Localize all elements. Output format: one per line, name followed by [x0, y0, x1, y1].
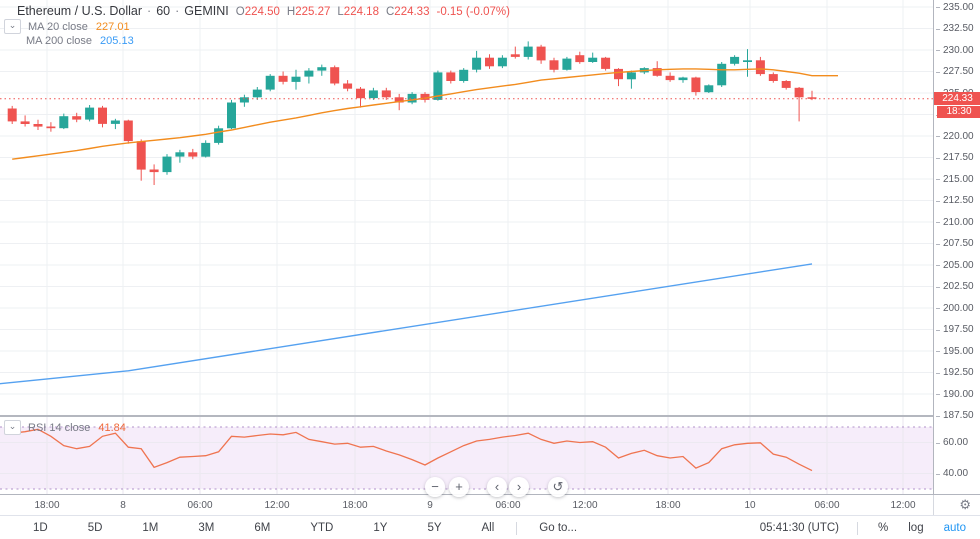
range-buttons: 1D 5D 1M 3M 6M YTD 1Y 5Y All	[0, 522, 494, 534]
log-scale-button[interactable]: log	[908, 522, 924, 534]
price-tick-label: 192.50	[936, 367, 974, 378]
time-tick-label: 12:00	[264, 500, 290, 511]
goto-button[interactable]: Go to...	[539, 522, 578, 534]
time-tick-label: 8	[120, 500, 126, 511]
ohlc-high: H225.27	[286, 6, 331, 18]
ma20-legend-row[interactable]: ⌄ MA 20 close 227.01	[4, 19, 130, 34]
price-tick-label: 197.50	[936, 324, 974, 335]
rsi-value: 41.84	[98, 421, 126, 434]
price-tick-label: 220.00	[936, 130, 974, 142]
exchange-label[interactable]: GEMINI	[184, 4, 229, 18]
ohlc-open: O224.50	[235, 6, 280, 18]
axis-corner-divider	[933, 495, 934, 516]
bar-countdown-label: 18:30	[937, 106, 980, 118]
price-tick-label: 210.00	[936, 216, 974, 228]
time-tick-label: 9	[427, 500, 433, 511]
price-tick-label: 217.50	[936, 152, 974, 163]
time-tick-label: 06:00	[814, 500, 840, 511]
pan-left-button[interactable]: ‹	[487, 477, 507, 497]
auto-scale-button[interactable]: auto	[943, 522, 966, 534]
last-price-label: 224.33	[934, 92, 980, 105]
zoom-out-button[interactable]: −	[425, 477, 445, 497]
time-tick-label: 12:00	[572, 500, 598, 511]
toolbar-divider	[516, 521, 518, 535]
chevron-down-icon[interactable]: ⌄	[4, 420, 21, 435]
price-tick-label: 227.50	[936, 66, 974, 77]
price-tick-label: 215.00	[936, 173, 974, 185]
toolbar-divider	[857, 521, 859, 535]
time-tick-label: 18:00	[34, 500, 60, 511]
price-tick-label: 230.00	[936, 44, 974, 56]
price-tick-label: 195.00	[936, 345, 974, 357]
range-button-5d[interactable]: 5D	[87, 522, 103, 534]
rsi-legend-row[interactable]: ⌄ RSI 14 close 41.84	[4, 420, 126, 435]
time-tick-label: 06:00	[495, 500, 521, 511]
price-axis[interactable]: 40.00 60.00 187.50 190.00 192.50 195.00 197.50…	[933, 0, 980, 494]
ma200-legend-row[interactable]: MA 200 close 205.13	[26, 35, 134, 47]
price-change: -0.15 (-0.07%)	[436, 6, 510, 18]
ohlc-close: C224.33	[385, 6, 430, 18]
price-tick-label: 235.00	[936, 1, 974, 13]
time-tick-label: 18:00	[342, 500, 368, 511]
rsi-pane[interactable]	[0, 417, 933, 494]
price-tick-label: 205.00	[936, 259, 974, 271]
price-tick-label: 190.00	[936, 388, 974, 400]
zoom-in-button[interactable]: +	[449, 477, 469, 497]
ma20-value: 227.01	[95, 20, 130, 33]
toolbar-right: 05:41:30 (UTC) % log auto	[759, 521, 980, 535]
price-tick-label: 187.50	[936, 410, 974, 421]
range-button-1m[interactable]: 1M	[142, 522, 159, 534]
symbol-legend[interactable]: Ethereum / U.S. Dollar · 60 · GEMINI O22…	[17, 4, 510, 18]
price-tick-label: 200.00	[936, 302, 974, 314]
main-price-pane[interactable]	[0, 0, 933, 415]
chart-nav-cluster: − + ‹ › ↺	[425, 477, 568, 497]
ma20-label[interactable]: MA 20 close	[28, 20, 88, 33]
rsi-tick-label: 60.00	[935, 437, 969, 448]
time-tick-label: 10	[744, 500, 756, 511]
clock-timezone-button[interactable]: 05:41:30 (UTC)	[759, 522, 840, 534]
rsi-label[interactable]: RSI 14 close	[28, 421, 91, 434]
ohlc-low: L224.18	[337, 6, 379, 18]
ma200-value: 205.13	[100, 35, 134, 47]
range-button-3m[interactable]: 3M	[198, 522, 215, 534]
bottom-toolbar: 1D 5D 1M 3M 6M YTD 1Y 5Y All Go to... 05:41:30 (…	[0, 515, 980, 539]
symbol-name[interactable]: Ethereum / U.S. Dollar	[17, 4, 143, 18]
separator-dot: ·	[147, 4, 152, 18]
range-button-1d[interactable]: 1D	[33, 522, 48, 534]
price-tick-label: 202.50	[936, 281, 974, 292]
range-button-5y[interactable]: 5Y	[427, 522, 442, 534]
percent-scale-button[interactable]: %	[878, 522, 889, 534]
ma200-label[interactable]: MA 200 close	[26, 35, 93, 47]
range-button-1y[interactable]: 1Y	[373, 522, 388, 534]
pane-divider[interactable]	[0, 415, 933, 417]
time-tick-label: 12:00	[890, 500, 916, 511]
chevron-down-icon[interactable]: ⌄	[4, 19, 21, 34]
time-tick-label: 06:00	[187, 500, 213, 511]
time-axis[interactable]: ⚙ 18:00 8 06:00 12:00 18:00 9 06:00 12:00 18:00 1…	[0, 494, 980, 516]
reset-view-button[interactable]: ↺	[548, 477, 568, 497]
gear-icon[interactable]: ⚙	[959, 497, 971, 512]
range-button-all[interactable]: All	[481, 522, 495, 534]
range-button-ytd[interactable]: YTD	[310, 522, 334, 534]
price-tick-label: 232.50	[936, 23, 974, 34]
price-tick-label: 207.50	[936, 238, 974, 249]
separator-dot: ·	[175, 4, 180, 18]
interval-label[interactable]: 60	[156, 4, 171, 18]
range-button-6m[interactable]: 6M	[254, 522, 271, 534]
rsi-tick-label: 40.00	[935, 468, 969, 479]
pan-right-button[interactable]: ›	[509, 477, 529, 497]
price-tick-label: 212.50	[936, 195, 974, 206]
time-tick-label: 18:00	[655, 500, 681, 511]
